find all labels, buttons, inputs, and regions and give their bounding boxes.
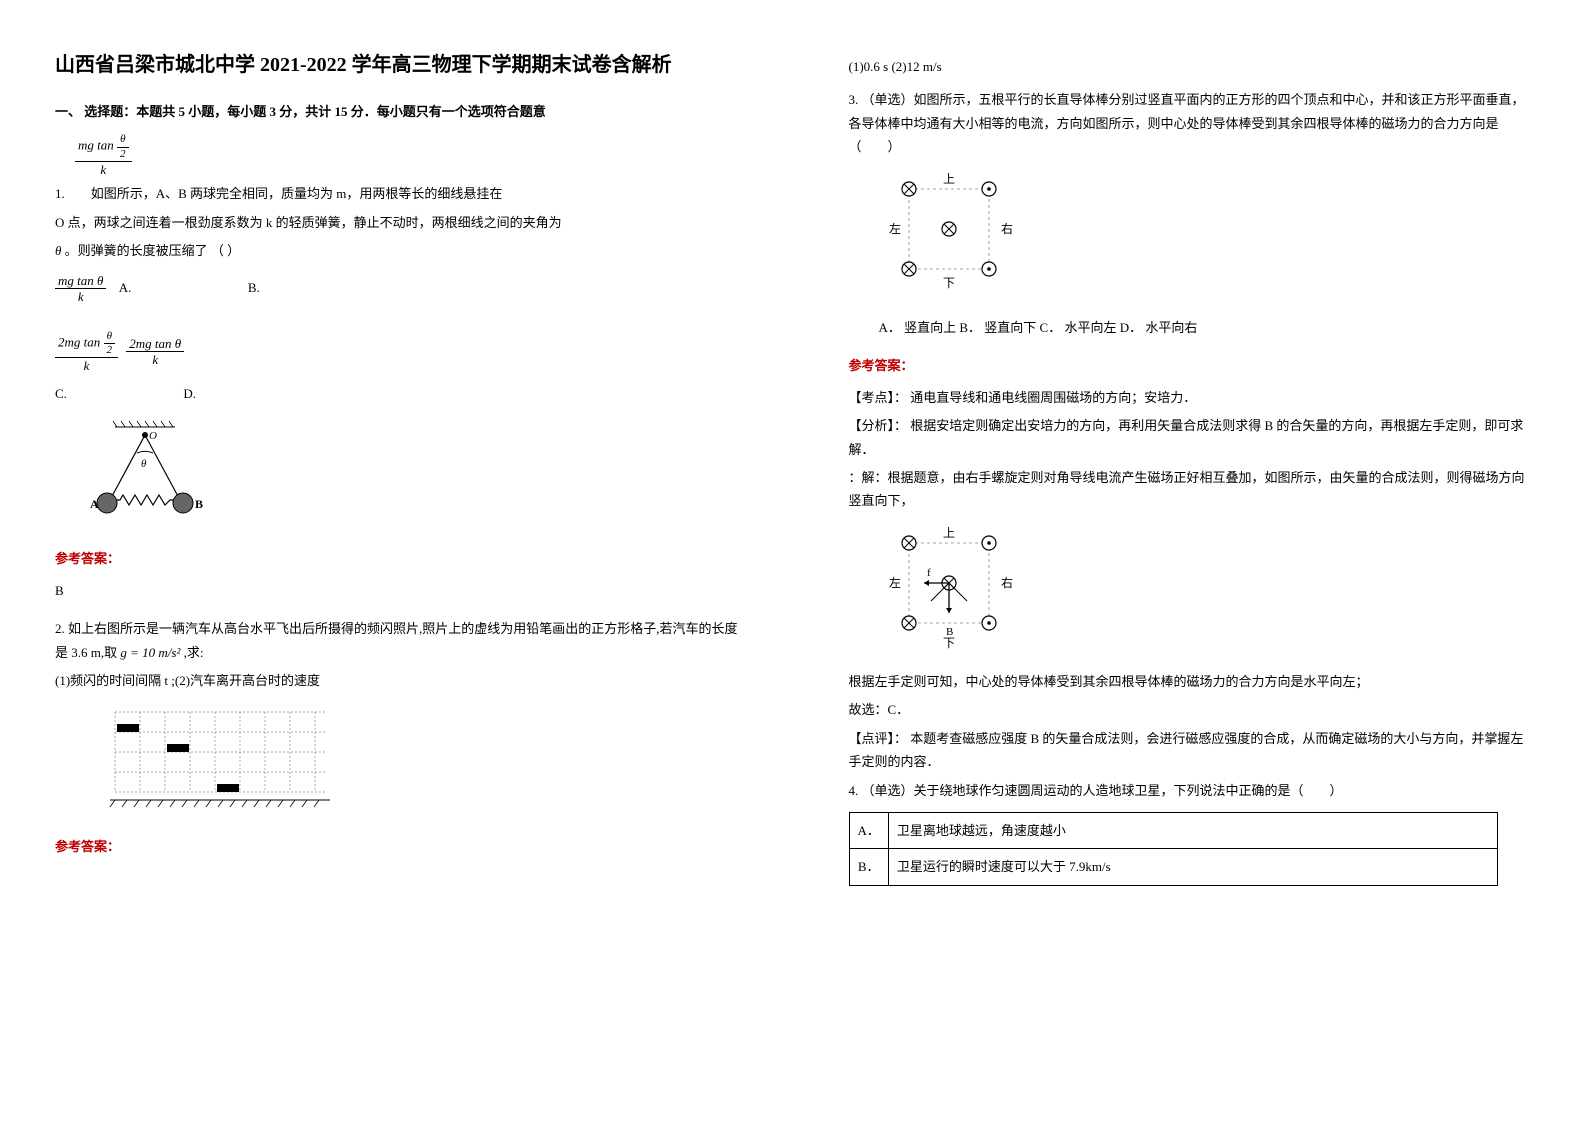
q1-opt-d: D. (183, 386, 196, 401)
guxuan-text: 故选：C． (849, 698, 1533, 721)
svg-text:上: 上 (943, 172, 955, 186)
q3-text: （单选）如图所示，五根平行的长直导体棒分别过竖直平面内的正方形的四个顶点和中心，… (849, 92, 1525, 154)
fenxi-text: 根据安培定则确定出安培力的方向，再利用矢量合成法则求得 B 的合矢量的方向，再根… (849, 418, 1524, 456)
svg-text:左: 左 (889, 575, 901, 590)
q1-opt-a: A. (119, 280, 132, 295)
formula-mg-tan-theta-over-k: mg tan θ k (55, 273, 106, 305)
q4-opt-b-label: B． (849, 849, 888, 885)
q4-opt-b: 卫星运行的瞬时速度可以大于 7.9km/s (888, 849, 1497, 885)
svg-text:上: 上 (943, 526, 955, 540)
dianping-text: 本题考查磁感应强度 B 的矢量合成法则，会进行磁感应强度的合成，从而确定磁场的大… (849, 731, 1524, 769)
svg-text:右: 右 (1001, 575, 1013, 590)
square-conductors-diagram-2: f B 上 下 左 右 (879, 523, 1533, 660)
conclusion-text: 根据左手定则可知，中心处的导体棒受到其余四根导体棒的磁场力的合力方向是水平向左； (849, 670, 1533, 693)
q3-options: A． 竖直向上 B． 竖直向下 C． 水平向左 D． 水平向右 (879, 316, 1533, 339)
formula-mg-tan-half-theta-over-k: mg tan θ2 k (75, 133, 132, 177)
question-1: mg tan θ2 k 1. 如图所示，A、B 两球完全相同，质量均为 m，用两… (55, 133, 739, 532)
q4-opt-a: 卫星离地球越远，角速度越小 (888, 813, 1497, 849)
pendulum-diagram: O θ A B (85, 415, 739, 532)
jie-text: ：解：根据题意，由右手螺旋定则对角导线电流产生磁场正好相互叠加，如图所示，由矢量… (849, 466, 1533, 513)
question-4: 4. （单选）关于绕地球作匀速圆周运动的人造地球卫星，下列说法中正确的是（ ） … (849, 779, 1533, 886)
svg-text:下: 下 (943, 636, 955, 650)
q1-text-c: 。则弹簧的长度被压缩了 （ ） (65, 243, 241, 258)
answer-label-1: 参考答案： (55, 547, 739, 570)
svg-text:f: f (927, 567, 931, 579)
kaodian-label: 【考点】： (849, 390, 908, 405)
strobe-photo-diagram (105, 702, 739, 819)
page-title: 山西省吕梁市城北中学 2021-2022 学年高三物理下学期期末试卷含解析 (55, 50, 739, 80)
q1-number: 1. (55, 186, 65, 201)
answer-label-3: 参考答案： (849, 354, 1533, 377)
q4-text: （单选）关于绕地球作匀速圆周运动的人造地球卫星，下列说法中正确的是（ ） (862, 783, 1343, 798)
q2-number: 2. (55, 621, 65, 636)
q1-text-b: O 点，两球之间连着一根劲度系数为 k 的轻质弹簧，静止不动时，两根细线之间的夹… (55, 211, 739, 234)
q4-options-table: A． 卫星离地球越远，角速度越小 B． 卫星运行的瞬时速度可以大于 7.9km/… (849, 812, 1498, 886)
svg-text:B: B (195, 497, 203, 511)
q1-opt-c: C. (55, 386, 67, 401)
svg-text:下: 下 (943, 276, 955, 290)
svg-text:θ: θ (141, 458, 147, 470)
q4-opt-a-label: A． (849, 813, 888, 849)
svg-text:A: A (90, 497, 99, 511)
table-row: A． 卫星离地球越远，角速度越小 (849, 813, 1497, 849)
question-2: 2. 如上右图所示是一辆汽车从高台水平飞出后所摄得的频闪照片,照片上的虚线为用铅… (55, 617, 739, 820)
q2-sub: (1)频闪的时间间隔 t ;(2)汽车离开高台时的速度 (55, 669, 739, 692)
formula-2mg-tan-theta-over-k: 2mg tan θ k (126, 336, 184, 368)
dianping-label: 【点评】： (849, 731, 908, 746)
question-3: 3. （单选）如图所示，五根平行的长直导体棒分别过竖直平面内的正方形的四个顶点和… (849, 88, 1533, 339)
square-conductors-diagram-1: 上 下 左 右 (879, 169, 1533, 306)
svg-text:O: O (149, 430, 157, 442)
section-1-title: 一、 选择题：本题共 5 小题，每小题 3 分，共计 15 分．每小题只有一个选… (55, 100, 739, 123)
fenxi-label: 【分析】： (849, 418, 908, 433)
q3-number: 3. (849, 92, 859, 107)
table-row: B． 卫星运行的瞬时速度可以大于 7.9km/s (849, 849, 1497, 885)
formula-2mg-tan-half-theta-over-k: 2mg tan θ2 k (55, 330, 118, 374)
svg-text:右: 右 (1001, 221, 1013, 236)
q2-text2: ,求: (184, 645, 204, 660)
answer-label-2: 参考答案： (55, 835, 739, 858)
q4-number: 4. (849, 783, 859, 798)
q1-answer: B (55, 579, 739, 602)
kaodian-text: 通电直导线和通电线圈周围磁场的方向；安培力． (910, 390, 1196, 405)
q1-text-a: 如图所示，A、B 两球完全相同，质量均为 m，用两根等长的细线悬挂在 (91, 186, 503, 201)
q2-answer: (1)0.6 s (2)12 m/s (849, 55, 1533, 78)
q1-opt-b: B. (248, 280, 260, 295)
svg-text:左: 左 (889, 221, 901, 236)
